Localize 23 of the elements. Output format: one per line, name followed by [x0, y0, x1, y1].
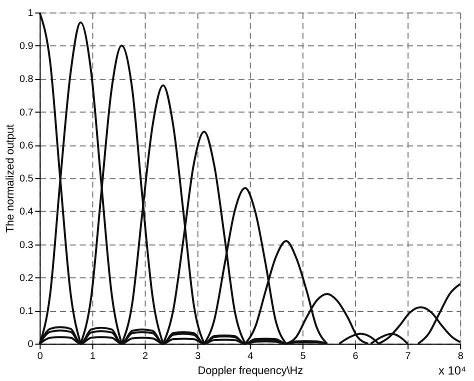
y-tick-label: 0.3 — [19, 240, 34, 251]
x-tick-label: 4 — [248, 351, 254, 362]
x-tick-label: 6 — [352, 351, 359, 362]
x-tick-label: 8 — [458, 351, 464, 362]
y-tick-label: 0 — [28, 339, 34, 350]
y-tick-label: 0.5 — [19, 174, 34, 185]
x-tick-label: 7 — [405, 351, 412, 362]
y-axis-title: The normalized output — [4, 124, 16, 233]
y-tick-label: 0.2 — [19, 272, 34, 284]
y-tick-label: 0.1 — [19, 306, 34, 318]
y-tick-label: 0.9 — [19, 41, 34, 52]
x-tick-label: 1 — [90, 351, 96, 362]
y-tick-label: 0.4 — [19, 206, 34, 218]
x-axis-title: Doppler frequency\Hz — [198, 364, 304, 377]
x-tick-label: 3 — [195, 351, 202, 362]
y-tick-label: 1 — [28, 8, 34, 19]
x-tick-label: 2 — [142, 351, 149, 362]
y-tick-label: 0.7 — [19, 107, 34, 118]
y-tick-label: 0.8 — [19, 74, 34, 86]
y-tick-label: 0.6 — [19, 140, 34, 152]
x-tick-label: 5 — [300, 351, 306, 362]
x-tick-label: 0 — [37, 351, 44, 362]
text: x 10⁴ — [438, 363, 466, 378]
